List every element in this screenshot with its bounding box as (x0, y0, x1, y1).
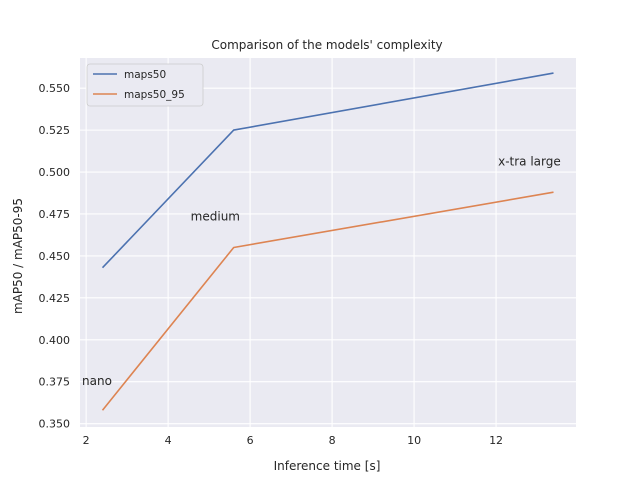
x-tick-label: 2 (83, 434, 90, 447)
y-tick-label: 0.400 (39, 334, 71, 347)
annotation-layer: nano medium x-tra large (82, 154, 561, 388)
x-tick-label: 12 (489, 434, 503, 447)
plot-area (80, 58, 576, 427)
x-tick-label: 8 (329, 434, 336, 447)
x-axis-ticks: 2 4 6 8 10 12 (83, 434, 503, 447)
series-line-maps50-95 (101, 191, 554, 411)
legend-label-maps50: maps50 (124, 69, 166, 81)
annotation-x-tra-large: x-tra large (498, 154, 561, 168)
series-line-maps50 (101, 72, 554, 269)
y-tick-label: 0.550 (39, 82, 71, 95)
series-layer (101, 72, 554, 411)
annotation-nano: nano (82, 374, 112, 388)
x-tick-label: 6 (247, 434, 254, 447)
y-tick-label: 0.500 (39, 166, 71, 179)
y-tick-label: 0.425 (39, 292, 71, 305)
legend-label-maps50-95: maps50_95 (124, 89, 185, 101)
y-tick-label: 0.375 (39, 376, 71, 389)
y-tick-label: 0.450 (39, 250, 71, 263)
chart-title: Comparison of the models' complexity (211, 38, 442, 52)
x-axis-label: Inference time [s] (274, 459, 381, 473)
y-axis-label: mAP50 / mAP50-95 (11, 198, 25, 314)
grid (80, 58, 576, 427)
x-tick-label: 4 (165, 434, 172, 447)
x-tick-label: 10 (407, 434, 421, 447)
y-tick-label: 0.350 (39, 418, 71, 431)
annotation-medium: medium (191, 210, 240, 224)
legend: maps50 maps50_95 (86, 63, 204, 107)
y-tick-label: 0.475 (39, 208, 71, 221)
y-tick-label: 0.525 (39, 124, 71, 137)
y-axis-ticks: 0.350 0.375 0.400 0.425 0.450 0.475 0.500 0.525… (39, 82, 71, 430)
